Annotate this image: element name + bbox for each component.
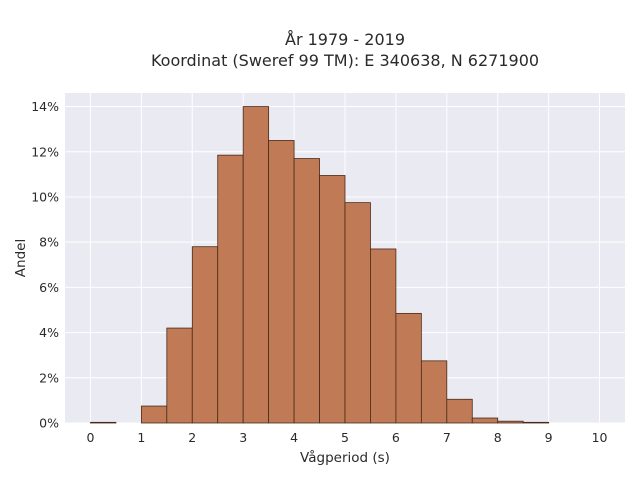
- histogram-bar: [242, 106, 270, 424]
- histogram-bar: [420, 360, 448, 424]
- x-tick-label: 10: [592, 430, 608, 445]
- histogram-bar: [446, 398, 473, 424]
- y-tick-label: 8%: [39, 235, 59, 250]
- y-tick-label: 6%: [39, 280, 59, 295]
- x-tick-label: 2: [188, 430, 196, 445]
- y-tick-label: 10%: [31, 189, 59, 204]
- x-tick-label: 1: [137, 430, 145, 445]
- histogram-bar: [497, 420, 524, 424]
- histogram-bar: [319, 175, 346, 424]
- histogram-bar: [395, 312, 422, 424]
- chart-title-line-1: År 1979 - 2019: [285, 30, 405, 49]
- histogram-bar: [344, 202, 371, 424]
- histogram-bar: [293, 158, 320, 424]
- x-tick-label: 7: [443, 430, 451, 445]
- y-tick-label: 0%: [39, 416, 59, 431]
- y-tick-label: 12%: [31, 144, 59, 159]
- x-axis-label: Vågperiod (s): [300, 449, 390, 466]
- histogram-bar: [522, 421, 550, 424]
- x-tick-label: 3: [239, 430, 247, 445]
- x-tick-label: 8: [494, 430, 502, 445]
- x-tick-label: 4: [290, 430, 298, 445]
- x-tick-label: 0: [86, 430, 94, 445]
- x-tick-label: 5: [341, 430, 349, 445]
- y-tick-label: 2%: [39, 370, 59, 385]
- x-tick-label: 9: [545, 430, 553, 445]
- x-tick-label: 6: [392, 430, 400, 445]
- histogram-bar: [166, 327, 193, 424]
- bars: [90, 106, 550, 424]
- y-tick-label: 4%: [39, 325, 59, 340]
- y-tick-label: 14%: [31, 99, 59, 114]
- histogram-bar: [140, 405, 168, 424]
- histogram-bar: [268, 140, 295, 424]
- histogram-bar: [370, 248, 397, 424]
- histogram-bar: [471, 417, 499, 424]
- histogram-bar: [217, 154, 244, 424]
- y-axis-label: Andel: [13, 239, 29, 277]
- chart-title-line-2: Koordinat (Sweref 99 TM): E 340638, N 62…: [151, 51, 539, 70]
- histogram-bar: [90, 421, 117, 424]
- x-axis-ticks: 0 1 2 3 4 5 6 7 8 9 10: [86, 430, 607, 445]
- histogram-bar: [191, 246, 219, 424]
- y-axis-ticks: 0% 2% 4% 6% 8% 10% 12% 14%: [31, 99, 59, 430]
